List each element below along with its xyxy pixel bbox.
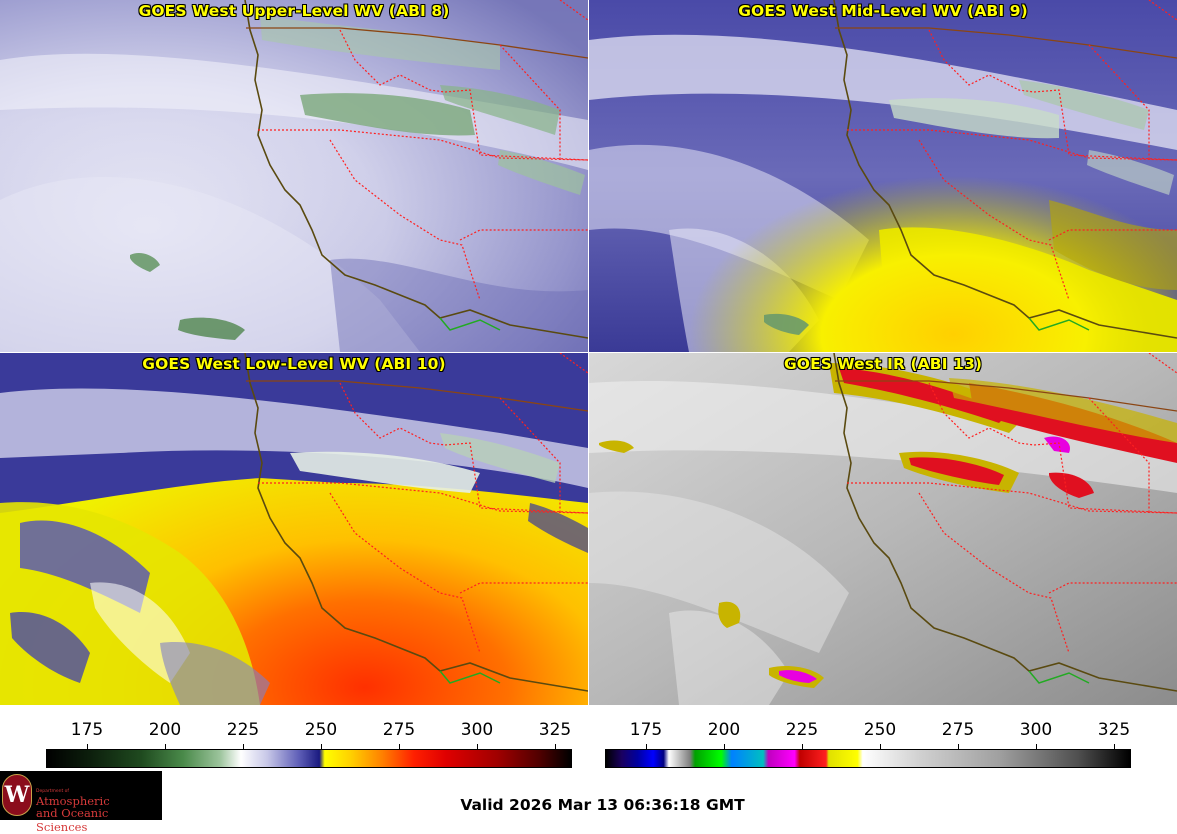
tick-mark bbox=[87, 744, 88, 749]
tick-mark bbox=[555, 744, 556, 749]
tick-mark bbox=[880, 744, 881, 749]
wv-tick-175: 175 bbox=[70, 720, 104, 740]
ir-colorbar bbox=[605, 749, 1131, 768]
logo-line1: Atmospheric bbox=[36, 794, 110, 808]
tick-mark bbox=[958, 744, 959, 749]
tick-mark bbox=[399, 744, 400, 749]
panel-ir: GOES West IR (ABI 13) bbox=[589, 353, 1177, 705]
tick-mark bbox=[802, 744, 803, 749]
tick-mark bbox=[646, 744, 647, 749]
wv-tick-200: 200 bbox=[148, 720, 182, 740]
ir-tick-200: 200 bbox=[707, 720, 741, 740]
ir-tick-300: 300 bbox=[1019, 720, 1053, 740]
tick-mark bbox=[724, 744, 725, 749]
panel-title: GOES West IR (ABI 13) bbox=[783, 355, 983, 373]
panel-upper-level-wv: GOES West Upper-Level WV (ABI 8) bbox=[0, 0, 588, 352]
tick-mark bbox=[321, 744, 322, 749]
ir-tick-275: 275 bbox=[941, 720, 975, 740]
valid-time: Valid 2026 Mar 13 06:36:18 GMT bbox=[460, 796, 745, 814]
mid-level-wv-image bbox=[589, 0, 1177, 352]
logo-dept: Department of bbox=[36, 789, 69, 794]
wv-tick-325: 325 bbox=[538, 720, 572, 740]
ir-tick-250: 250 bbox=[863, 720, 897, 740]
panel-mid-level-wv: GOES West Mid-Level WV (ABI 9) bbox=[589, 0, 1177, 352]
ir-tick-175: 175 bbox=[629, 720, 663, 740]
tick-mark bbox=[477, 744, 478, 749]
ir-image bbox=[589, 353, 1177, 705]
tick-mark bbox=[165, 744, 166, 749]
upper-level-wv-image bbox=[0, 0, 588, 352]
tick-mark bbox=[243, 744, 244, 749]
low-level-wv-image bbox=[0, 353, 588, 705]
wv-tick-275: 275 bbox=[382, 720, 416, 740]
ir-tick-225: 225 bbox=[785, 720, 819, 740]
wv-tick-225: 225 bbox=[226, 720, 260, 740]
tick-mark bbox=[1036, 744, 1037, 749]
panel-title: GOES West Mid-Level WV (ABI 9) bbox=[738, 2, 1028, 20]
panel-title: GOES West Upper-Level WV (ABI 8) bbox=[138, 2, 450, 20]
ir-tick-325: 325 bbox=[1097, 720, 1131, 740]
wv-tick-250: 250 bbox=[304, 720, 338, 740]
panel-low-level-wv: GOES West Low-Level WV (ABI 10) bbox=[0, 353, 588, 705]
tick-mark bbox=[1114, 744, 1115, 749]
panel-title: GOES West Low-Level WV (ABI 10) bbox=[142, 355, 446, 373]
wv-colorbar bbox=[46, 749, 572, 768]
wv-tick-300: 300 bbox=[460, 720, 494, 740]
uw-seal-icon: W bbox=[2, 774, 32, 816]
